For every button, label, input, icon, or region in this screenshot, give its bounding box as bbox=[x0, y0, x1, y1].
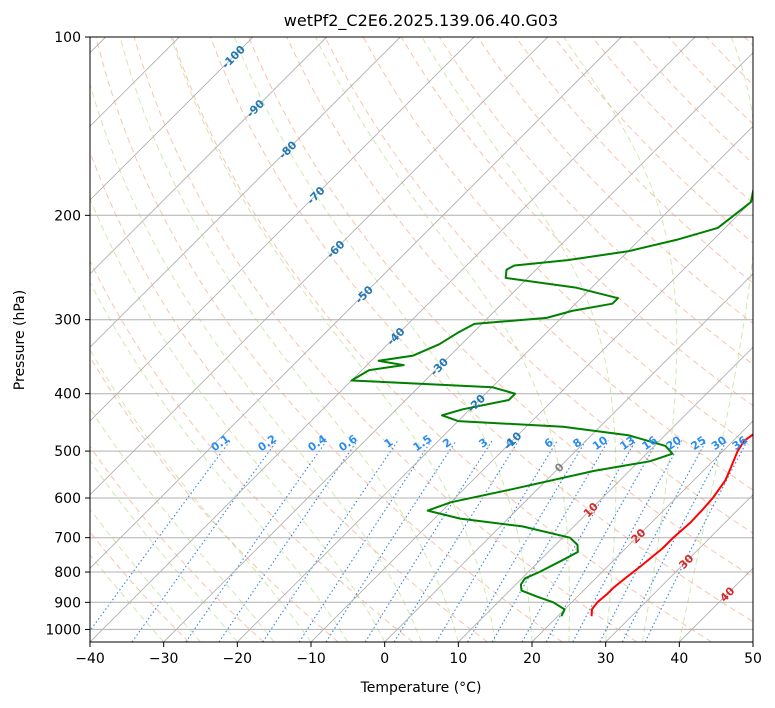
dry-adiabat-line bbox=[90, 259, 414, 642]
isotherm-line bbox=[310, 199, 753, 642]
temperature-profile-line bbox=[590, 433, 753, 617]
isotherm-line bbox=[531, 420, 753, 642]
x-tick-label: 50 bbox=[744, 651, 762, 667]
dry-adiabat-line bbox=[515, 37, 753, 284]
dry-adiabat-line bbox=[171, 37, 712, 642]
x-axis: −40 −30 −20 −10 0 10 20 30 40 50 bbox=[75, 642, 762, 667]
mixing-ratio-line bbox=[435, 440, 558, 642]
moist-adiabat-line bbox=[90, 82, 422, 642]
mixing-ratio-line bbox=[364, 440, 493, 642]
isotherm-line bbox=[163, 52, 753, 642]
dry-adiabat-line bbox=[248, 37, 753, 578]
isotherms bbox=[90, 37, 753, 642]
y-tick-label: 200 bbox=[54, 208, 81, 224]
dry-adiabat-line bbox=[324, 37, 753, 491]
dry-adiabat-line bbox=[286, 37, 753, 534]
mixing-ratio-line bbox=[262, 440, 399, 642]
x-tick-label: −40 bbox=[75, 651, 105, 667]
sounding-profiles bbox=[350, 187, 753, 617]
y-tick-label: 900 bbox=[54, 595, 81, 611]
isotherm-line bbox=[605, 494, 753, 642]
dry-adiabats bbox=[90, 37, 753, 642]
x-tick-label: −20 bbox=[223, 651, 253, 667]
mixing-ratio-line bbox=[572, 440, 683, 642]
y-tick-label: 400 bbox=[54, 387, 81, 403]
mixing-ratio-line bbox=[90, 440, 231, 632]
moist-adiabat-line bbox=[315, 37, 570, 642]
x-axis-label: Temperature (°C) bbox=[360, 680, 482, 696]
y-axis-label: Pressure (hPa) bbox=[12, 290, 28, 390]
isotherm-line bbox=[90, 37, 401, 348]
moist-adiabat-line bbox=[90, 508, 201, 642]
dry-adiabat-line bbox=[133, 37, 638, 642]
isotherm-line bbox=[384, 273, 753, 642]
dry-adiabat-line bbox=[95, 37, 563, 642]
mixing-ratio-line bbox=[521, 440, 637, 642]
moist-adiabat-line bbox=[678, 37, 753, 642]
y-tick-label: 700 bbox=[54, 531, 81, 547]
dry-adiabat-line bbox=[210, 37, 753, 623]
pressure-gridlines bbox=[90, 37, 753, 630]
mixing-ratio-line bbox=[545, 440, 659, 642]
x-tick-label: 30 bbox=[597, 651, 615, 667]
isotherm-line bbox=[236, 125, 753, 642]
x-tick-label: −10 bbox=[296, 651, 326, 667]
isotherm-line bbox=[90, 37, 622, 569]
plot-area bbox=[90, 37, 753, 642]
y-tick-label: 600 bbox=[54, 491, 81, 507]
mixing-ratio-line bbox=[644, 440, 748, 642]
mixing-ratio-line bbox=[131, 440, 278, 642]
y-tick-label: 500 bbox=[54, 444, 81, 460]
dewpoint-profile-line bbox=[350, 187, 753, 617]
moist-adiabat-line bbox=[170, 37, 496, 642]
mixing-ratio-line bbox=[298, 440, 432, 642]
plot-background bbox=[90, 37, 753, 642]
x-tick-label: 10 bbox=[449, 651, 467, 667]
plot-frame bbox=[89, 36, 754, 643]
isotherm-line bbox=[457, 346, 753, 642]
x-tick-label: 0 bbox=[380, 651, 389, 667]
isotherm-line bbox=[90, 37, 328, 275]
x-tick-label: −30 bbox=[149, 651, 179, 667]
mixing-ratio-line bbox=[467, 440, 587, 642]
moist-adiabat-line bbox=[90, 197, 386, 642]
moist-adiabat-line bbox=[90, 407, 275, 642]
moist-adiabat-line bbox=[90, 281, 349, 642]
y-axis: 100 200 300 400 500 600 700 800 900 1000 bbox=[45, 30, 90, 638]
isotherm-line bbox=[90, 37, 254, 201]
dry-adiabat-line bbox=[90, 445, 264, 642]
y-tick-label: 300 bbox=[54, 313, 81, 329]
mixing-ratio-line bbox=[325, 440, 457, 642]
y-tick-label: 1000 bbox=[45, 622, 81, 638]
mixing-ratio-line bbox=[185, 440, 328, 642]
dry-adiabat-line bbox=[90, 356, 339, 642]
moist-adiabat-line bbox=[563, 37, 678, 642]
x-tick-label: 40 bbox=[670, 651, 688, 667]
y-tick-label: 800 bbox=[54, 565, 81, 581]
chart-title: wetPf2_C2E6.2025.139.06.40.G03 bbox=[284, 11, 558, 31]
moist-adiabat-line bbox=[421, 37, 617, 642]
moist-adiabat-line bbox=[90, 459, 238, 642]
x-tick-label: 20 bbox=[523, 651, 541, 667]
y-tick-label: 100 bbox=[54, 30, 81, 46]
isotherm-line bbox=[90, 37, 549, 496]
isotherm-line bbox=[90, 37, 475, 422]
mixing-ratio-line bbox=[491, 440, 609, 642]
isotherm-line bbox=[90, 37, 696, 642]
moist-adiabat-line bbox=[90, 554, 165, 642]
